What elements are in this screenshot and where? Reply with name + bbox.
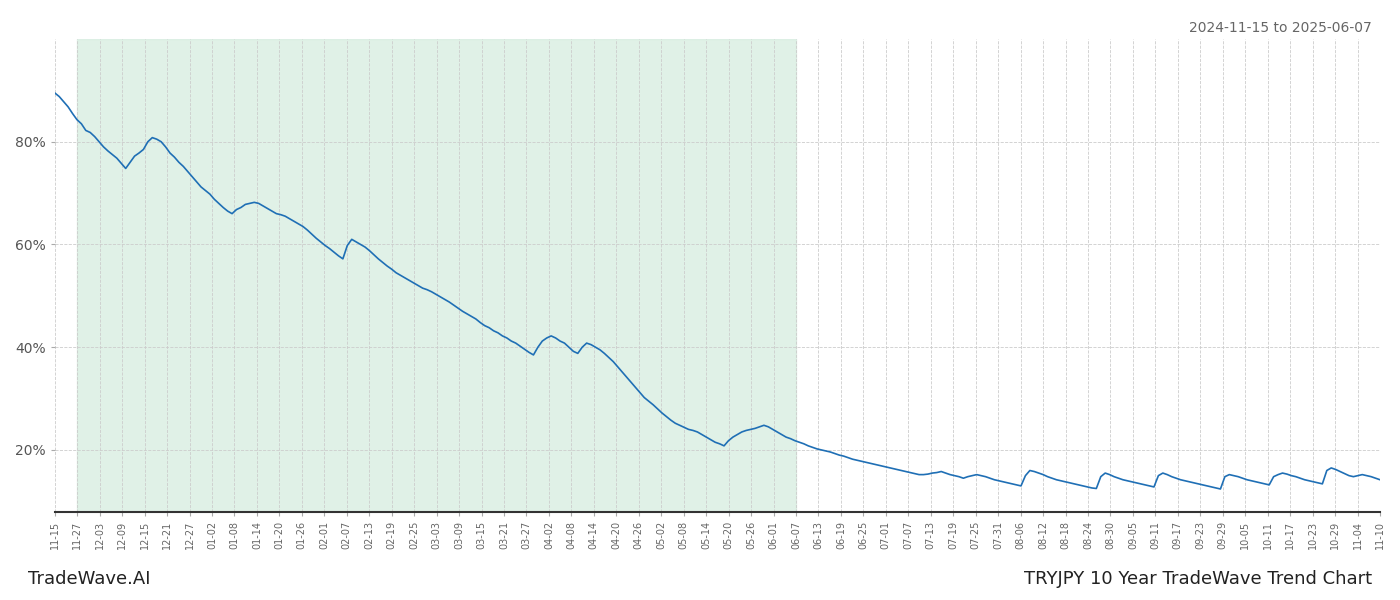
Text: TradeWave.AI: TradeWave.AI: [28, 570, 151, 588]
Text: TRYJPY 10 Year TradeWave Trend Chart: TRYJPY 10 Year TradeWave Trend Chart: [1023, 570, 1372, 588]
Text: 2024-11-15 to 2025-06-07: 2024-11-15 to 2025-06-07: [1189, 21, 1372, 35]
Bar: [77, 39, 797, 512]
